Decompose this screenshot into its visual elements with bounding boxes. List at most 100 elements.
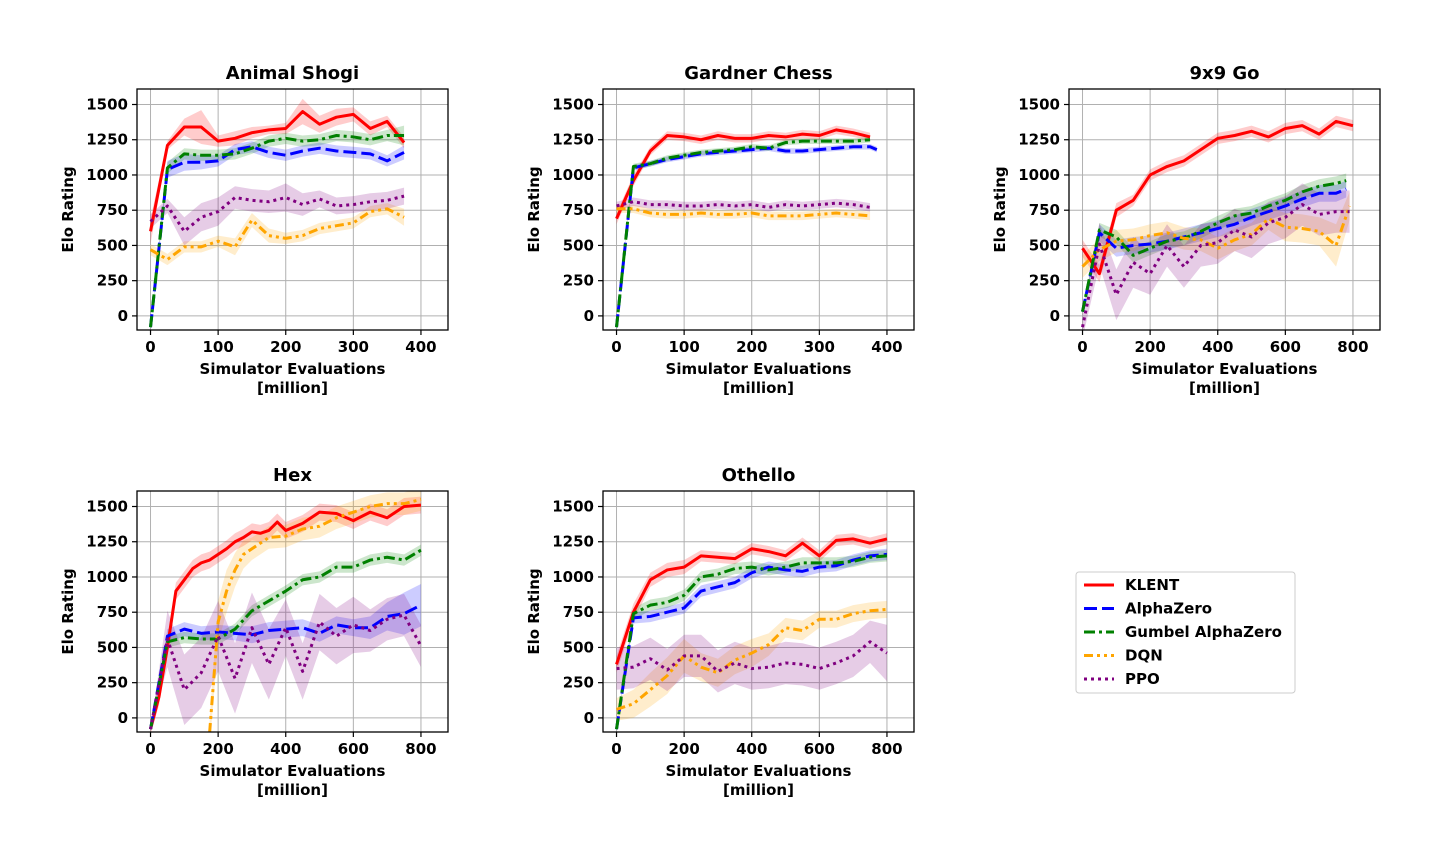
axes-frame: [602, 88, 915, 331]
y-tick-label: 1000: [1018, 166, 1060, 184]
line-gumbel-alphazero: [615, 138, 871, 328]
band-dqn: [150, 203, 405, 266]
y-tick-label: 500: [97, 236, 128, 254]
y-tick-label: 250: [97, 674, 128, 692]
x-tick-label: 600: [1270, 338, 1301, 356]
x-tick-label: 600: [804, 740, 835, 758]
line-ppo: [149, 194, 405, 233]
x-axis-label-unit: [million]: [723, 379, 794, 397]
y-tick-label: 750: [563, 603, 594, 621]
y-axis-label: Elo Rating: [59, 568, 77, 654]
band-ppo: [150, 183, 405, 246]
y-tick-label: 750: [97, 201, 128, 219]
x-axis-label: Simulator Evaluations: [200, 762, 386, 780]
x-tick-label: 800: [1337, 338, 1368, 356]
chart-9x9-go: 0 200 400 600 800 0 250 500 750 1000 1250 1500 9x9 G…: [991, 63, 1381, 397]
x-tick-label: 100: [202, 338, 233, 356]
line-klent: [615, 128, 871, 220]
y-tick-label: 1250: [86, 131, 128, 149]
y-tick-label: 1500: [86, 96, 128, 114]
y-tick-label: 250: [563, 272, 594, 290]
legend-label-ppo: PPO: [1125, 670, 1160, 688]
band-ppo: [150, 592, 421, 730]
y-tick-label: 750: [1029, 201, 1060, 219]
band-dqn: [1082, 191, 1350, 278]
x-tick-label: 200: [1134, 338, 1165, 356]
y-axis-label: Elo Rating: [59, 166, 77, 252]
band-ppo: [616, 620, 887, 693]
plot-area: [149, 491, 423, 732]
y-tick-label: 0: [118, 709, 128, 727]
line-ppo: [149, 613, 423, 730]
x-axis-label-unit: [million]: [257, 781, 328, 799]
x-axis-label: Simulator Evaluations: [666, 762, 852, 780]
y-tick-label: 0: [1050, 307, 1060, 325]
x-tick-label: 300: [338, 338, 369, 356]
y-axis-label: Elo Rating: [991, 166, 1009, 252]
axes-frame: [602, 490, 915, 733]
y-axis-label: Elo Rating: [525, 166, 543, 252]
legend: KLENT AlphaZero Gumbel AlphaZero DQN PPO: [1075, 571, 1296, 694]
chart-hex: 0 200 400 600 800 0 250 500 750 1000 1250 1500 Hex El…: [59, 465, 449, 799]
legend-label-klent: KLENT: [1125, 576, 1180, 594]
x-tick-label: 0: [611, 338, 621, 356]
y-tick-label: 250: [563, 674, 594, 692]
y-tick-label: 500: [97, 638, 128, 656]
line-gumbel-alphazero: [1081, 179, 1347, 312]
y-tick-label: 250: [97, 272, 128, 290]
y-tick-label: 0: [118, 307, 128, 325]
y-tick-label: 0: [584, 307, 594, 325]
y-tick-label: 1500: [552, 498, 594, 516]
plot-area: [615, 125, 878, 328]
line-dqn: [149, 207, 405, 262]
x-tick-label: 800: [871, 740, 902, 758]
y-tick-label: 0: [584, 709, 594, 727]
x-tick-label: 400: [270, 740, 301, 758]
x-tick-label: 400: [1202, 338, 1233, 356]
line-alphazero: [615, 145, 878, 328]
y-tick-label: 250: [1029, 272, 1060, 290]
y-tick-label: 750: [97, 603, 128, 621]
line-klent: [149, 503, 422, 730]
y-tick-label: 500: [1029, 236, 1060, 254]
band-klent: [1082, 115, 1353, 283]
legend-label-gumbel-alphazero: Gumbel AlphaZero: [1125, 623, 1282, 641]
x-tick-label: 200: [668, 740, 699, 758]
x-tick-label: 0: [611, 740, 621, 758]
x-tick-label: 800: [405, 740, 436, 758]
band-alphazero: [616, 143, 877, 328]
band-dqn: [616, 600, 887, 721]
y-axis-label: Elo Rating: [525, 568, 543, 654]
x-tick-label: 300: [804, 338, 835, 356]
chart-title: 9x9 Go: [1189, 63, 1259, 84]
y-tick-label: 1000: [86, 568, 128, 586]
y-tick-label: 1500: [552, 96, 594, 114]
axes-frame: [1068, 88, 1381, 331]
band-ppo: [1082, 183, 1350, 330]
y-tick-label: 1000: [86, 166, 128, 184]
chart-othello: 0 200 400 600 800 0 250 500 750 1000 1250 1500 Othel…: [525, 465, 915, 799]
y-tick-label: 500: [563, 236, 594, 254]
legend-box: [1075, 571, 1296, 694]
y-tick-label: 1250: [86, 533, 128, 551]
line-gumbel-alphazero: [149, 548, 422, 730]
x-tick-label: 600: [338, 740, 369, 758]
line-ppo: [616, 200, 871, 209]
x-axis-label-unit: [million]: [1189, 379, 1260, 397]
line-alphazero: [149, 145, 405, 328]
y-tick-label: 1000: [552, 166, 594, 184]
axes-frame: [136, 490, 449, 733]
chart-animal-shogi: 0 100 200 300 400 0 250 500 750 1000 1250 1500 Anima…: [59, 63, 449, 397]
x-tick-label: 400: [871, 338, 902, 356]
x-tick-label: 0: [1077, 338, 1087, 356]
x-tick-label: 100: [668, 338, 699, 356]
line-klent: [1081, 119, 1354, 276]
x-tick-label: 400: [405, 338, 436, 356]
y-tick-label: 1500: [86, 498, 128, 516]
y-tick-label: 1250: [552, 131, 594, 149]
line-dqn: [616, 207, 871, 218]
chart-title: Gardner Chess: [684, 63, 833, 84]
line-dqn: [1081, 205, 1351, 268]
x-tick-label: 400: [736, 740, 767, 758]
